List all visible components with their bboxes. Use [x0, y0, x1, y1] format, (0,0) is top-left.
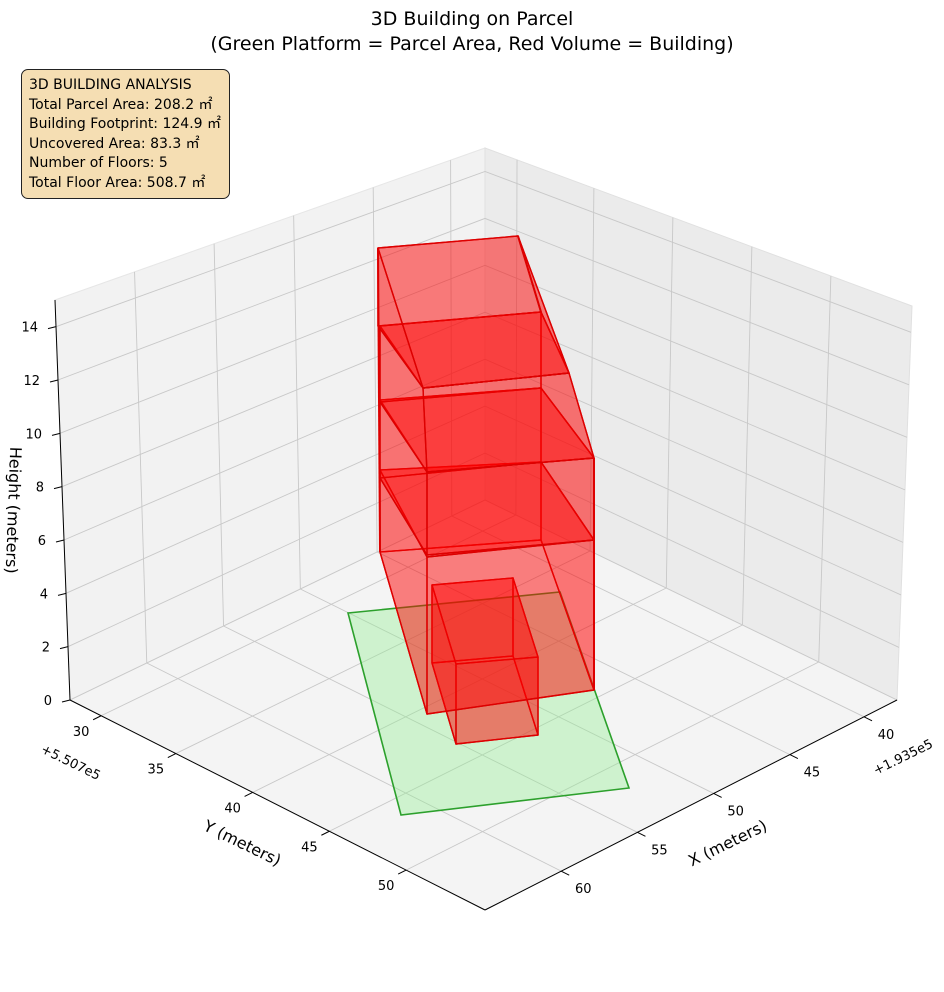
z-tick-mark [55, 539, 65, 543]
building-face [422, 372, 595, 473]
building-edge [377, 247, 381, 553]
y-tick-label: 40 [224, 801, 241, 816]
z-gridline [69, 499, 898, 701]
y-tick-mark [167, 753, 177, 758]
z-gridline [61, 311, 906, 491]
z-gridline [59, 264, 908, 438]
z-tick-label: 12 [23, 374, 40, 389]
y-gridline [252, 217, 674, 793]
z-tick-mark [51, 432, 61, 436]
x-gridline [450, 160, 865, 718]
y-tick-mark [321, 830, 330, 836]
x-tick-mark [560, 870, 570, 876]
x-tick-label: 50 [727, 804, 744, 819]
y-ticks: 30 35 40 45 50 [73, 715, 407, 894]
x-gridline [372, 187, 791, 756]
x-tick-mark [637, 831, 646, 837]
z-tick-mark [57, 592, 67, 596]
analysis-footprint: Building Footprint: 124.9 ㎡ [29, 116, 222, 132]
z-tick-mark [59, 646, 69, 650]
building-face [377, 235, 570, 389]
y-tick-label: 30 [73, 725, 90, 740]
analysis-floor-area: Total Floor Area: 508.7 ㎡ [29, 174, 206, 191]
parcel-platform [346, 591, 631, 816]
z-tick-label: 10 [25, 427, 42, 442]
x-gridline [293, 215, 714, 794]
chart-title-line-2: (Green Platform = Parcel Area, Red Volum… [210, 33, 733, 55]
y-tick-label: 45 [301, 840, 318, 855]
x-axis-label: X (meters) [685, 816, 770, 870]
z-tick-label: 0 [44, 694, 52, 709]
z-ticks: 0 2 4 6 8 10 12 14 [21, 321, 71, 709]
z-gridline [63, 358, 904, 543]
x-ticks: 40 45 50 55 60 [560, 716, 895, 897]
analysis-uncovered: Uncovered Area: 83.3 ㎡ [29, 135, 200, 152]
y-axis-line [69, 699, 486, 911]
building-face [426, 539, 595, 715]
x-tick-mark [789, 754, 799, 760]
x-tick-label: 45 [804, 766, 821, 781]
building-face [426, 457, 595, 556]
building-edge [517, 235, 542, 313]
x-tick-label: 40 [878, 728, 895, 743]
y-tick-mark [92, 715, 102, 721]
y-tick-mark [244, 791, 253, 797]
z-tick-label: 2 [42, 641, 50, 656]
y-tick-mark [397, 869, 407, 875]
y-gridline [329, 246, 753, 832]
z-tick-mark [49, 379, 59, 383]
y-gridline [100, 159, 518, 717]
z-tick-mark [53, 486, 63, 490]
x-offset-label: +1.935e5 [871, 737, 935, 779]
x-gridline [134, 271, 562, 872]
y-tick-label: 35 [148, 763, 165, 778]
z-axis-line [54, 299, 71, 701]
y-tick-label: 50 [378, 879, 395, 894]
x-tick-mark [713, 793, 722, 798]
analysis-floors: Number of Floors: 5 [29, 155, 168, 171]
z-tick-mark [47, 326, 57, 330]
y-offset-label: +5.507e5 [38, 742, 102, 784]
z-tick-label: 4 [40, 587, 48, 602]
x-tick-label: 55 [651, 843, 668, 858]
x-axis-line [484, 699, 898, 911]
z-gridline [55, 170, 912, 333]
x-tick-mark [863, 716, 873, 722]
building-volume [377, 235, 595, 745]
y-gridline [175, 188, 595, 754]
chart-title-line-1: 3D Building on Parcel [371, 8, 574, 30]
y-gridline [405, 275, 832, 871]
z-tick-label: 8 [36, 481, 44, 496]
building-analysis-box: 3D BUILDING ANALYSIS Total Parcel Area: … [21, 69, 230, 199]
z-gridline [67, 452, 900, 648]
building-face [431, 577, 539, 665]
z-gridline [57, 217, 910, 386]
z-tick-mark [61, 699, 71, 703]
z-tick-label: 14 [21, 321, 38, 336]
z-axis-label: Height (meters) [2, 446, 25, 574]
analysis-title: 3D BUILDING ANALYSIS [29, 77, 192, 93]
x-tick-label: 60 [575, 882, 592, 897]
z-gridline [65, 405, 902, 596]
y-axis-label: Y (meters) [200, 816, 285, 870]
axis-lines [54, 299, 898, 911]
z-tick-label: 6 [38, 534, 46, 549]
x-gridline [213, 243, 638, 833]
analysis-parcel-area: Total Parcel Area: 208.2 ㎡ [29, 96, 213, 113]
gridlines [55, 159, 912, 872]
